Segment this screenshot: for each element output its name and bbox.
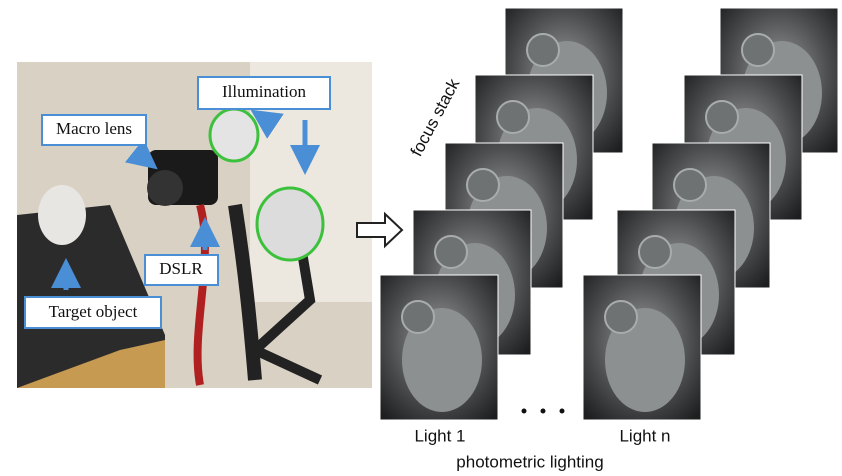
image-stacks (380, 8, 838, 420)
label: Macro lens (56, 119, 132, 138)
tile-part (605, 301, 637, 333)
tile-part (497, 101, 529, 133)
tile-part (706, 101, 738, 133)
setup-photo (17, 62, 372, 388)
tile-part (435, 236, 467, 268)
tile-part (674, 169, 706, 201)
caption: photometric lighting (456, 452, 603, 471)
light-label: Light n (619, 426, 670, 445)
tile-part (402, 301, 434, 333)
figure: Illumination Macro lens DSLR Target obje… (0, 0, 842, 476)
label: Illumination (222, 82, 307, 101)
label: Target object (49, 302, 138, 321)
tile-part (467, 169, 499, 201)
tile-part (527, 34, 559, 66)
light-label: Light 1 (414, 426, 465, 445)
label: DSLR (159, 259, 203, 278)
tile-part (639, 236, 671, 268)
ellipsis (522, 409, 565, 414)
tile-part (742, 34, 774, 66)
